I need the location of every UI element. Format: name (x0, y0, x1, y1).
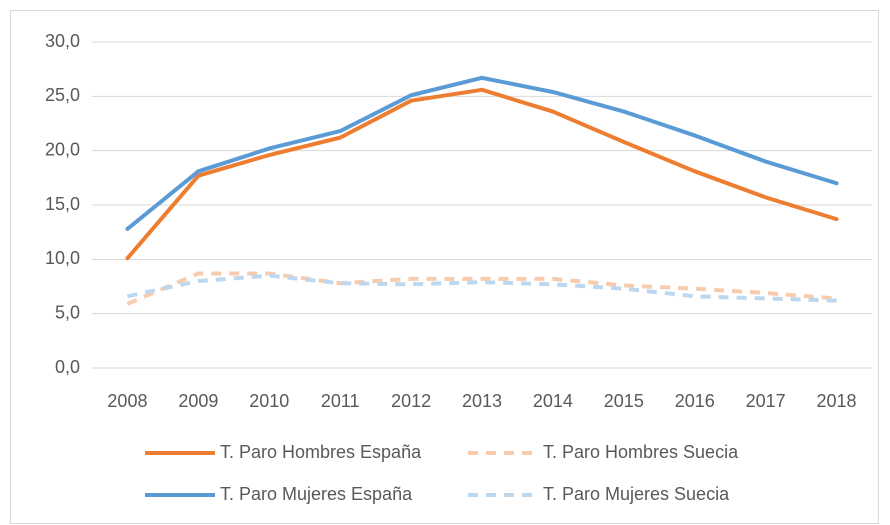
y-tick-label: 0,0 (55, 357, 80, 377)
legend-label: T. Paro Hombres España (220, 442, 422, 462)
x-tick-label: 2008 (107, 391, 147, 411)
x-tick-label: 2015 (604, 391, 644, 411)
y-tick-label: 15,0 (45, 194, 80, 214)
x-tick-label: 2013 (462, 391, 502, 411)
x-tick-label: 2014 (533, 391, 573, 411)
x-tick-label: 2017 (746, 391, 786, 411)
x-tick-label: 2018 (817, 391, 857, 411)
x-tick-label: 2016 (675, 391, 715, 411)
legend-label: T. Paro Mujeres Suecia (543, 484, 730, 504)
y-tick-label: 5,0 (55, 302, 80, 322)
series-line (125, 75, 839, 231)
x-tick-label: 2011 (321, 391, 360, 411)
legend-label: T. Paro Hombres Suecia (543, 442, 739, 462)
series-line (126, 271, 837, 306)
x-tick-label: 2009 (178, 391, 218, 411)
series-line (125, 87, 839, 261)
x-tick-label: 2012 (391, 391, 431, 411)
y-tick-label: 20,0 (45, 139, 80, 159)
legend-label: T. Paro Mujeres España (220, 484, 413, 504)
y-tick-label: 25,0 (45, 85, 80, 105)
y-tick-label: 10,0 (45, 248, 80, 268)
x-tick-label: 2010 (249, 391, 289, 411)
y-tick-label: 30,0 (45, 31, 80, 51)
